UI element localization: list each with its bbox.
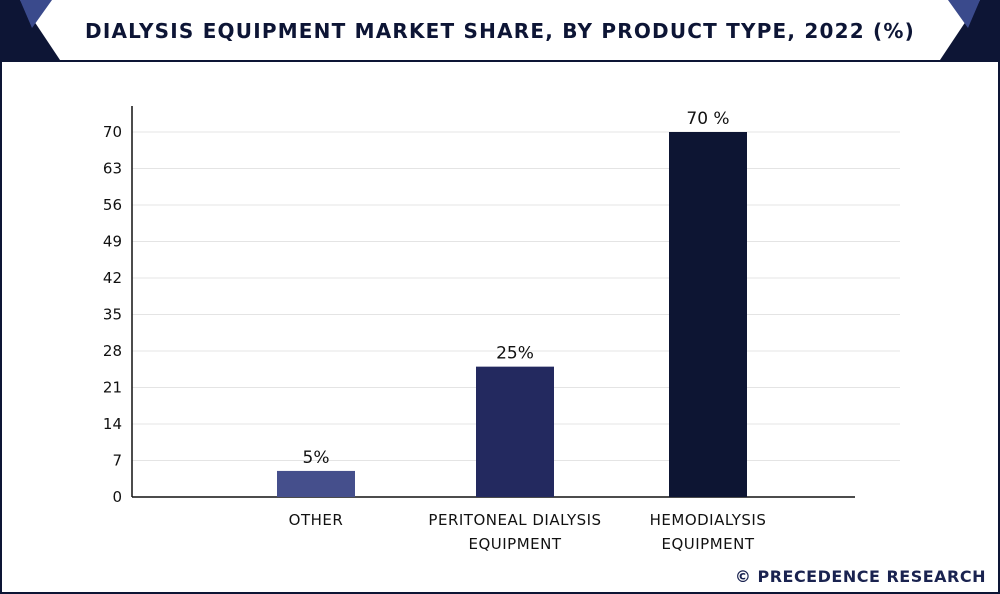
- header-accent-left: [20, 0, 52, 28]
- y-tick-label: 63: [103, 160, 122, 178]
- y-tick-label: 70: [103, 123, 122, 141]
- chart-title: DIALYSIS EQUIPMENT MARKET SHARE, BY PROD…: [85, 19, 915, 43]
- data-label: 70 %: [686, 109, 729, 129]
- y-tick-label: 14: [103, 415, 122, 433]
- bar-2: [669, 132, 747, 497]
- data-label: 5%: [303, 448, 330, 468]
- y-tick-label: 21: [103, 379, 122, 397]
- y-tick-label: 42: [103, 269, 122, 287]
- data-label: 25%: [496, 344, 534, 364]
- bar-1: [476, 366, 554, 497]
- x-category-label: HEMODIALYSIS: [650, 511, 767, 529]
- header-accent-right: [948, 0, 980, 28]
- x-category-label: PERITONEAL DIALYSIS: [428, 511, 601, 529]
- source-credit: © PRECEDENCE RESEARCH: [734, 567, 986, 586]
- x-category-label: OTHER: [289, 511, 344, 529]
- y-tick-label: 7: [112, 452, 122, 470]
- header-title-plate: [20, 0, 980, 60]
- x-category-label: EQUIPMENT: [468, 535, 561, 553]
- y-tick-label: 28: [103, 342, 122, 360]
- y-tick-label: 49: [103, 233, 122, 251]
- bar-0: [277, 470, 355, 497]
- y-tick-label: 0: [112, 488, 122, 506]
- x-category-label: EQUIPMENT: [661, 535, 754, 553]
- y-tick-label: 35: [103, 306, 122, 324]
- y-tick-label: 56: [103, 196, 122, 214]
- header-plate: [20, 0, 980, 60]
